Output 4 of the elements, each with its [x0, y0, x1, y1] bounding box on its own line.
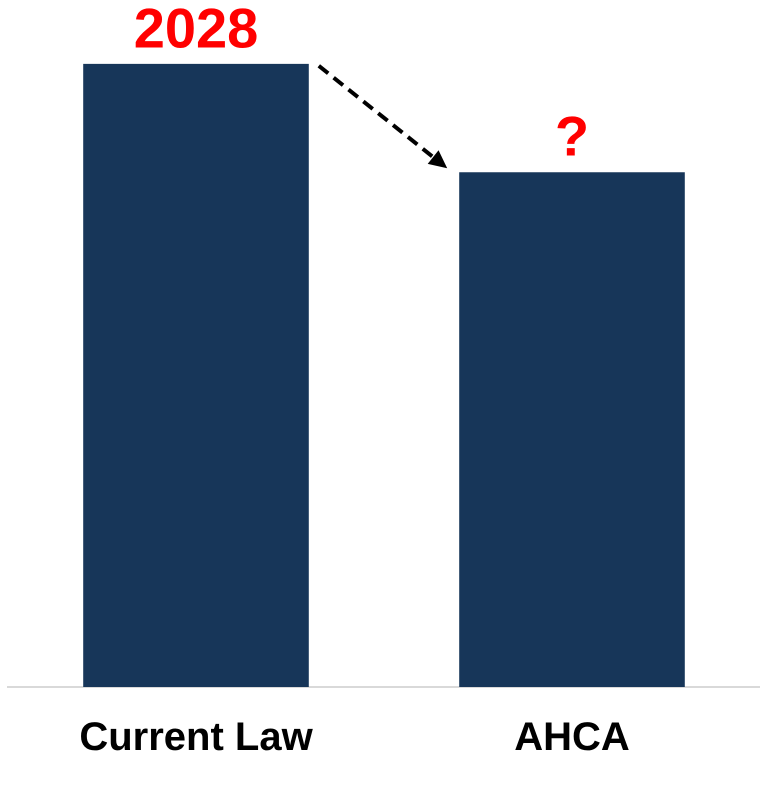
- x-tick-label: AHCA: [514, 715, 630, 760]
- annotation: ?: [554, 104, 590, 168]
- x-tick-label: Current Law: [79, 715, 314, 760]
- annotation: 2028: [134, 0, 258, 60]
